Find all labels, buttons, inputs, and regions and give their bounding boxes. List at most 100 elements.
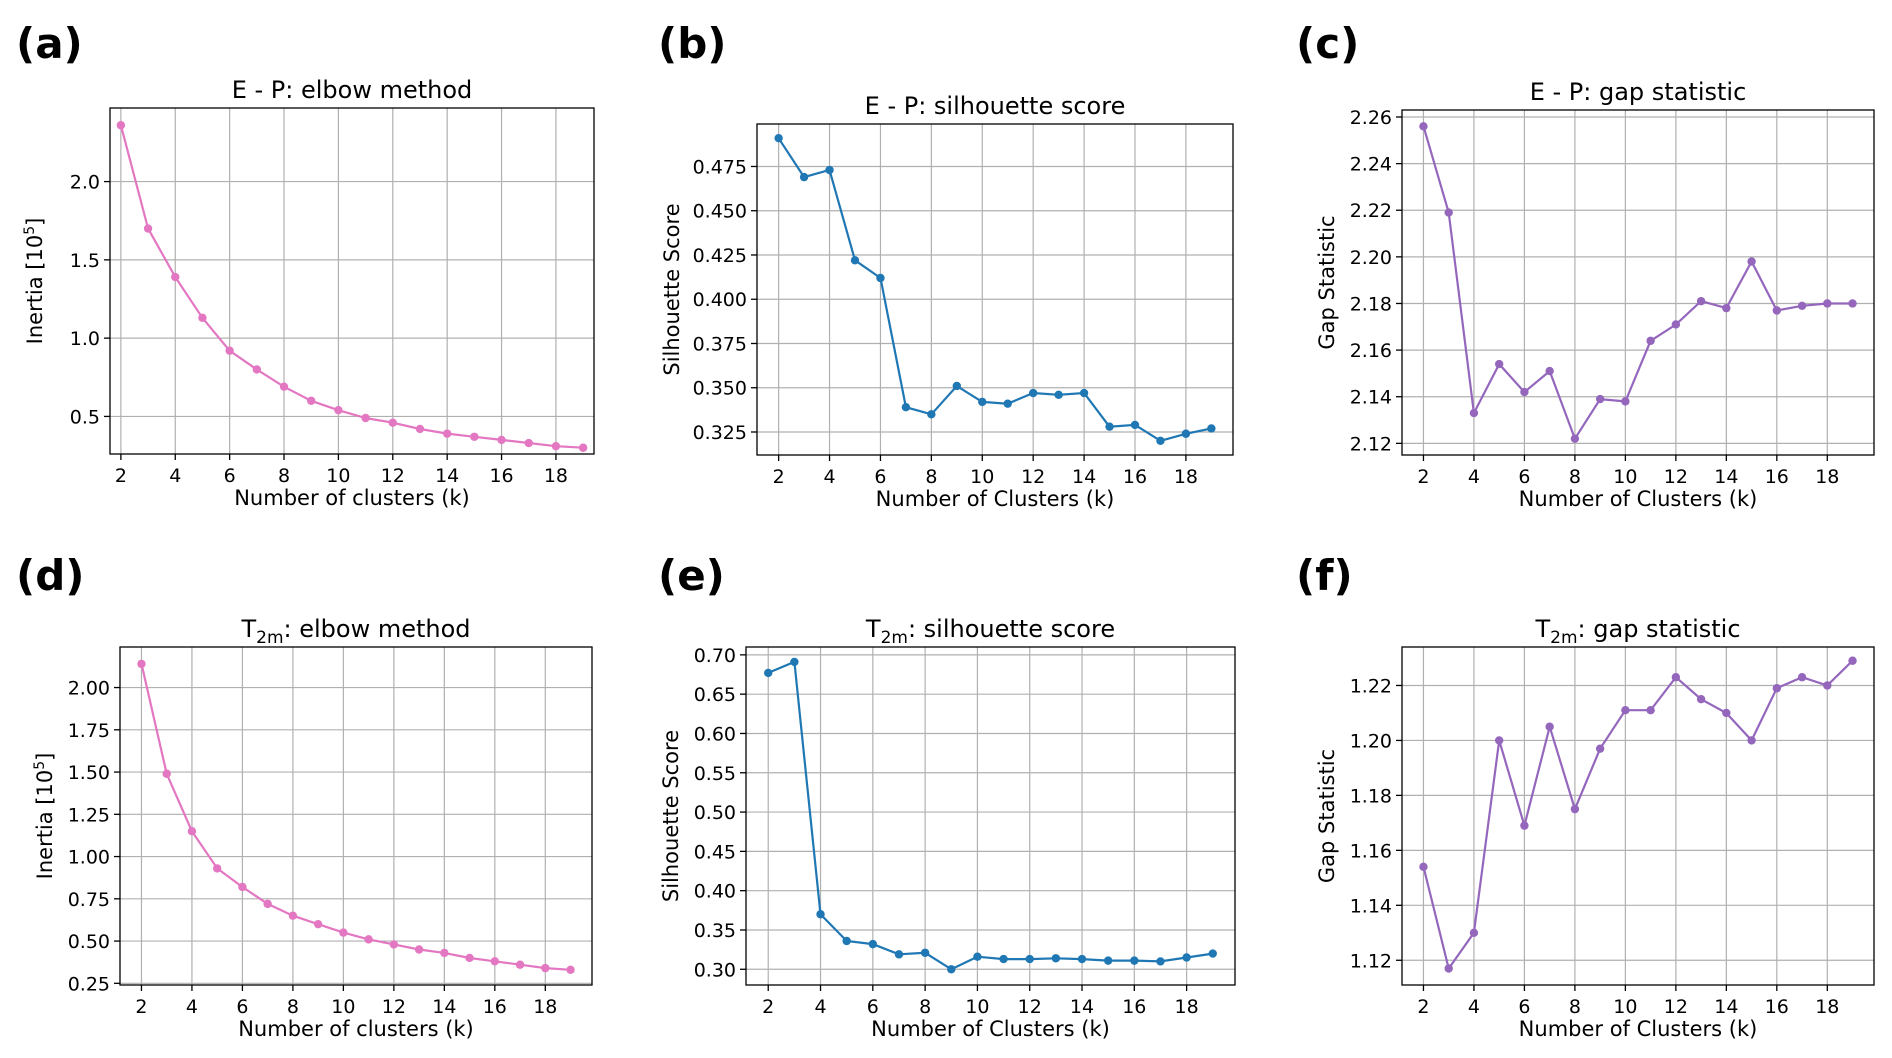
y-tick-label: 0.45 — [694, 841, 736, 863]
title-text: T — [865, 615, 881, 643]
series-line — [1422, 125, 1853, 442]
data-point — [1469, 408, 1479, 418]
data-point — [1419, 862, 1428, 872]
y-label-text: Silhouette Score — [660, 203, 684, 375]
data-point — [1025, 954, 1034, 964]
data-point — [470, 432, 479, 441]
data-point — [339, 928, 348, 937]
data-point — [1208, 949, 1217, 958]
y-axis-ticks: 1.12 1.14 1.16 1.18 1.20 1.22 — [1350, 675, 1402, 972]
data-point — [868, 939, 878, 949]
y-tick-label: 1.12 — [1350, 950, 1392, 972]
y-tick-label: 2.26 — [1350, 107, 1392, 129]
axes-frame — [1401, 109, 1875, 456]
x-tick-label: 12 — [381, 465, 405, 487]
x-axis-label: Number of clusters (k) — [234, 486, 470, 510]
y-label-text: Gap Statistic — [1315, 749, 1339, 883]
y-tick-label: 1.00 — [68, 847, 110, 869]
y-tick-label: 1.0 — [70, 328, 100, 350]
y-axis-label: Inertia [105] — [32, 753, 57, 880]
y-tick-label: 1.20 — [1350, 730, 1392, 752]
data-point — [490, 957, 500, 966]
y-tick-label: 0.65 — [694, 684, 736, 706]
y-tick-label: 0.55 — [694, 763, 736, 785]
y-tick-label: 0.60 — [694, 723, 736, 745]
y-label-tail: ] — [33, 753, 57, 761]
x-tick-label: 18 — [533, 996, 557, 1018]
data-point — [143, 224, 153, 233]
data-point — [1646, 706, 1655, 715]
data-point — [442, 429, 452, 438]
data-point — [1130, 420, 1140, 430]
x-tick-label: 4 — [1468, 996, 1480, 1018]
series-line — [767, 660, 1213, 971]
data-point — [1182, 953, 1191, 962]
y-tick-label: 2.14 — [1350, 387, 1392, 409]
y-tick-label: 0.5 — [70, 406, 100, 428]
grid — [1402, 647, 1874, 985]
series-markers — [116, 121, 588, 452]
data-point — [927, 410, 936, 419]
title-text-tail: : gap statistic — [1578, 615, 1741, 643]
data-point — [1621, 706, 1630, 715]
data-point — [551, 441, 561, 451]
subplot-e: (e) 2 4 6 8 10 12 14 16 18 0.30 0.35 0.40 0.45 0.50 0.5… — [658, 551, 1236, 1041]
data-point — [1797, 673, 1807, 682]
y-tick-label: 0.25 — [68, 973, 110, 995]
data-point — [978, 397, 987, 407]
y-tick-label: 0.75 — [68, 889, 110, 911]
y-tick-label: 2.00 — [68, 678, 110, 700]
panel-label: (c) — [1296, 19, 1359, 68]
y-tick-label: 2.0 — [70, 172, 100, 194]
title-text: T — [1534, 615, 1550, 643]
data-point — [999, 954, 1008, 964]
y-axis-label: Silhouette Score — [659, 730, 683, 902]
data-point — [1545, 722, 1554, 731]
y-tick-label: 2.16 — [1350, 340, 1392, 362]
data-point — [1722, 303, 1731, 313]
data-point — [414, 945, 424, 954]
panel-label: (b) — [658, 19, 726, 68]
series-markers — [1419, 656, 1857, 973]
chart-title: E - P: elbow method — [232, 76, 473, 104]
x-tick-label: 18 — [1815, 996, 1839, 1018]
data-point — [1696, 695, 1706, 704]
x-tick-label: 18 — [544, 465, 568, 487]
data-point — [137, 659, 146, 669]
x-tick-label: 10 — [331, 996, 355, 1018]
subplot-a: (a) 2 4 6 8 10 12 14 16 18 0.5 1.0 1.5 2.0 E - P: elbo… — [16, 19, 595, 510]
x-tick-label: 12 — [1018, 996, 1042, 1018]
x-tick-label: 2 — [135, 996, 147, 1018]
data-point — [1595, 744, 1605, 753]
series-markers — [774, 133, 1216, 446]
x-axis-ticks: 2 4 6 8 10 12 14 16 18 — [135, 985, 557, 1018]
axes-frame — [745, 646, 1236, 986]
x-tick-label: 4 — [186, 996, 198, 1018]
x-axis-ticks: 2 4 6 8 10 12 14 16 18 — [773, 455, 1198, 488]
data-point — [1207, 424, 1216, 433]
data-point — [1003, 399, 1012, 408]
data-point — [764, 668, 773, 678]
data-point — [541, 963, 550, 973]
y-tick-label: 1.16 — [1350, 840, 1392, 862]
y-tick-label: 1.18 — [1350, 785, 1392, 807]
data-point — [920, 948, 930, 957]
data-point — [1646, 336, 1655, 345]
data-point — [171, 272, 180, 282]
x-tick-label: 14 — [432, 996, 456, 1018]
x-tick-label: 16 — [489, 465, 513, 487]
data-point — [1444, 208, 1453, 217]
title-text-tail: : elbow method — [284, 615, 471, 643]
chart-title: T2m: elbow method — [240, 615, 470, 648]
data-point — [288, 911, 298, 920]
x-tick-label: 10 — [965, 996, 989, 1018]
y-tick-label: 0.70 — [694, 645, 736, 667]
data-point — [116, 121, 126, 130]
y-label-text: Gap Statistic — [1315, 215, 1339, 349]
y-label-text: Inertia [10 — [23, 235, 47, 345]
data-point — [1520, 387, 1529, 397]
data-point — [198, 313, 207, 322]
x-tick-label: 2 — [115, 465, 127, 487]
